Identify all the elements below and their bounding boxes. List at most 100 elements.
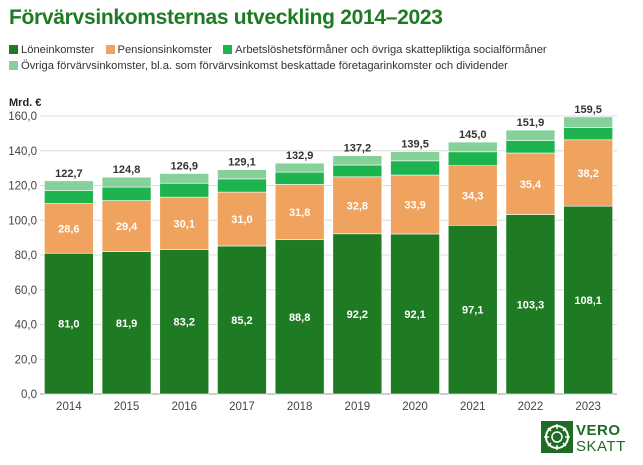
bar-segment [447,224,498,395]
bar-segment [274,184,325,241]
bar-segment [217,245,267,395]
y-tick-label: 40,0 [15,320,37,332]
total-label: 124,8 [113,164,141,176]
data-label: 97,1 [462,305,483,317]
bar-segment [447,165,498,226]
bar-segment [332,155,383,166]
y-tick-label: 0,0 [21,389,37,401]
total-label: 122,7 [55,168,83,180]
total-label: 139,5 [401,139,429,151]
logo-text-skatt: SKATT [576,438,626,455]
data-label: 108,1 [574,295,602,307]
data-label: 92,2 [347,309,368,321]
bar-segment [274,239,325,395]
x-tick-label: 2018 [287,401,313,413]
x-tick-label: 2016 [171,401,197,413]
y-tick-label: 20,0 [15,354,37,366]
data-label: 31,8 [289,207,310,219]
bar-segment [563,205,613,395]
bar-segment [159,249,210,395]
bar-segment [390,174,440,235]
data-label: 29,4 [116,221,138,233]
bar-segment [101,186,152,201]
bar-segment [44,203,94,254]
data-label: 32,8 [347,200,368,212]
bar-segment [563,116,613,128]
bar-segment [44,190,94,204]
bar-segment [159,182,210,198]
bar-segment [101,176,152,188]
total-label: 145,0 [459,129,487,141]
y-tick-label: 140,0 [8,146,37,158]
legend-swatch [9,45,18,54]
data-label: 30,1 [174,218,195,230]
total-label: 132,9 [286,150,314,162]
data-label: 92,1 [404,309,425,321]
x-tick-label: 2023 [575,401,601,413]
bar-segment [274,162,325,173]
bar-segment [447,141,498,153]
legend: Löneinkomster Pensionsinkomster Arbetslö… [9,42,634,74]
data-label: 81,0 [58,319,79,331]
bar-segment [447,151,498,166]
bar-segment [101,200,152,252]
y-tick-label: 160,0 [8,111,37,123]
bar-segment [563,127,613,141]
x-tick-label: 2014 [56,401,82,413]
bar-segment [332,164,383,178]
bar-segment [563,139,613,207]
bar-segment [390,233,440,395]
total-label: 151,9 [517,117,545,129]
bar-segment [159,173,210,184]
x-tick-label: 2020 [402,401,428,413]
bar-segment [217,191,267,247]
bar-segment [505,140,556,154]
x-tick-label: 2022 [518,401,544,413]
bar-segment [44,252,94,395]
data-label: 83,2 [174,317,195,329]
x-tick-label: 2019 [345,401,371,413]
x-tick-label: 2021 [460,401,486,413]
legend-swatch [105,45,115,54]
y-axis-unit: Mrd. € [9,97,42,109]
vero-skatt-logo: VERO SKATT [541,421,636,457]
legend-label: Arbetslöshetsförmåner och övriga skattep… [235,44,547,56]
total-label: 137,2 [344,143,372,155]
bar-segment [390,151,440,162]
total-label: 129,1 [228,157,256,169]
data-label: 85,2 [231,315,252,327]
total-label: 159,5 [574,104,602,116]
y-tick-label: 80,0 [15,250,37,262]
bar-segment [44,180,94,192]
legend-item-loneinkomster: Löneinkomster [9,42,94,58]
logo-emblem-icon [541,421,573,453]
data-label: 103,3 [517,299,545,311]
bar-segment [332,176,383,235]
legend-swatch [9,61,18,70]
data-label: 28,6 [58,223,79,235]
legend-item-ovriga: Övriga förvärvsinkomster, bl.a. som förv… [9,58,508,74]
bar-segment [274,171,325,185]
x-tick-label: 2015 [114,401,140,413]
data-label: 35,4 [520,179,542,191]
bar-segment [505,214,556,395]
bar-segment [217,178,267,193]
bar-segment [505,152,556,215]
bar-segment [505,129,556,141]
legend-item-pensionsinkomster: Pensionsinkomster [105,42,212,58]
data-label: 33,9 [404,200,425,212]
data-label: 88,8 [289,312,310,324]
legend-swatch [223,45,233,54]
y-tick-label: 60,0 [15,285,37,297]
data-label: 31,0 [231,214,252,226]
bar-segment [390,160,440,176]
chart-title: Förvärvsinkomsternas utveckling 2014–202… [9,6,443,29]
data-label: 38,2 [577,168,598,180]
x-tick-label: 2017 [229,401,255,413]
bar-segment [217,169,267,180]
legend-item-arbetsloshetsformaner: Arbetslöshetsförmåner och övriga skattep… [223,42,547,58]
legend-label: Övriga förvärvsinkomster, bl.a. som förv… [21,60,508,72]
legend-label: Löneinkomster [21,44,95,56]
logo-text-vero: VERO [576,422,621,439]
